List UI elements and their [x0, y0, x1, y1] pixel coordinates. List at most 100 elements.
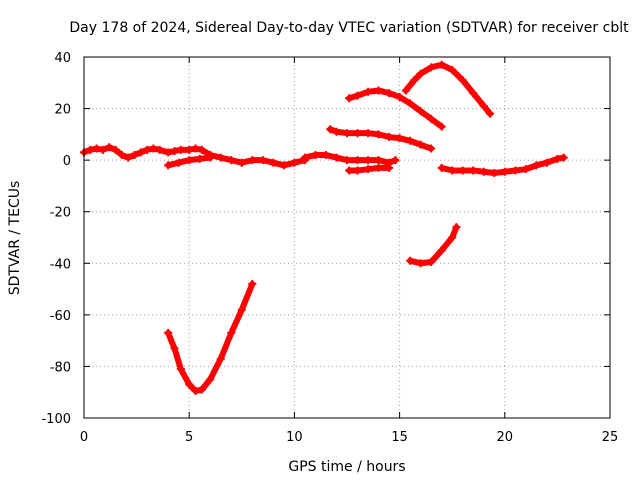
- x-tick-label: 0: [80, 430, 88, 445]
- data-point: [216, 354, 225, 363]
- data-point: [427, 257, 436, 266]
- x-axis-label: GPS time / hours: [288, 459, 405, 475]
- y-axis-label: SDTVAR / TECUs: [7, 181, 23, 296]
- data-point: [98, 145, 107, 154]
- data-point: [385, 89, 394, 98]
- x-tick-label: 10: [286, 430, 303, 445]
- y-tick-label: -40: [50, 257, 71, 272]
- y-tick-label: -20: [50, 206, 71, 221]
- data-point: [143, 145, 152, 154]
- data-point: [176, 365, 185, 374]
- data-point: [117, 150, 126, 159]
- y-tick-label: 40: [54, 51, 71, 66]
- data-point: [458, 166, 467, 175]
- data-point: [427, 63, 436, 72]
- data-point: [130, 150, 139, 159]
- data-point: [164, 161, 173, 170]
- data-point: [185, 145, 194, 154]
- data-point: [395, 92, 404, 101]
- data-point: [486, 109, 495, 118]
- data-point: [345, 94, 354, 103]
- data-point: [364, 129, 373, 138]
- data-point: [345, 166, 354, 175]
- data-point: [427, 114, 436, 123]
- data-markers: [80, 60, 568, 395]
- data-point: [511, 166, 520, 175]
- series-arc-4-8h: [165, 280, 256, 394]
- data-point: [185, 156, 194, 165]
- data-point: [391, 156, 400, 165]
- data-point: [374, 130, 383, 139]
- data-point: [164, 148, 173, 157]
- chart-title: Day 178 of 2024, Sidereal Day-to-day VTE…: [69, 20, 629, 36]
- x-tick-label: 15: [391, 430, 408, 445]
- data-point: [364, 156, 373, 165]
- grid: [84, 57, 610, 418]
- data-point: [311, 150, 320, 159]
- data-point: [164, 328, 173, 337]
- data-point: [469, 166, 478, 175]
- data-point: [427, 144, 436, 153]
- x-tick-label: 25: [602, 430, 619, 445]
- data-point: [374, 156, 383, 165]
- data-point: [332, 153, 341, 162]
- data-point: [290, 158, 299, 167]
- plot-frame: [83, 56, 611, 419]
- data-point: [269, 158, 278, 167]
- data-point: [532, 161, 541, 170]
- data-point: [448, 166, 457, 175]
- data-point: [437, 246, 446, 255]
- data-point: [170, 147, 179, 156]
- y-tick-label: -100: [41, 412, 71, 427]
- data-point: [149, 144, 158, 153]
- data-point: [416, 107, 425, 116]
- y-tick-label: -80: [50, 360, 71, 375]
- data-point: [553, 154, 562, 163]
- data-point: [191, 386, 200, 395]
- data-point: [326, 125, 335, 134]
- axis-ticks: 0 5 10 15 20 25 -100 -80 -60 -40 -20 0 20 40: [41, 51, 618, 445]
- x-tick-label: 5: [185, 430, 193, 445]
- y-tick-label: 20: [54, 103, 71, 118]
- data-point: [416, 259, 425, 268]
- data-point: [437, 163, 446, 172]
- data-point: [86, 145, 95, 154]
- data-point: [542, 158, 551, 167]
- data-point: [227, 328, 236, 337]
- data-point: [237, 305, 246, 314]
- data-point: [105, 143, 114, 152]
- data-point: [448, 233, 457, 242]
- data-point: [385, 132, 394, 141]
- data-point: [321, 150, 330, 159]
- data-point: [92, 144, 101, 153]
- series-arc-15-19h: [402, 61, 494, 117]
- data-point: [155, 145, 164, 154]
- data-point: [353, 156, 362, 165]
- series-band-5-10h: [207, 151, 308, 169]
- data-point: [458, 76, 467, 85]
- data-point: [406, 256, 415, 265]
- data-point: [364, 87, 373, 96]
- data-point: [216, 153, 225, 162]
- data-point: [500, 167, 509, 176]
- data-point: [437, 122, 446, 131]
- data-point: [410, 76, 419, 85]
- data-point: [416, 69, 425, 78]
- data-point: [174, 158, 183, 167]
- series-band-10-15h: [301, 151, 399, 166]
- data-point: [479, 101, 488, 110]
- data-point: [227, 156, 236, 165]
- data-point: [206, 153, 215, 162]
- x-tick-label: 20: [497, 430, 514, 445]
- data-point: [248, 156, 257, 165]
- data-point: [248, 279, 257, 288]
- data-point: [353, 166, 362, 175]
- data-point: [111, 145, 120, 154]
- data-point: [185, 380, 194, 389]
- data-point: [448, 65, 457, 74]
- data-point: [343, 156, 351, 165]
- data-point: [195, 154, 204, 163]
- data-point: [206, 375, 215, 384]
- data-point: [374, 163, 383, 172]
